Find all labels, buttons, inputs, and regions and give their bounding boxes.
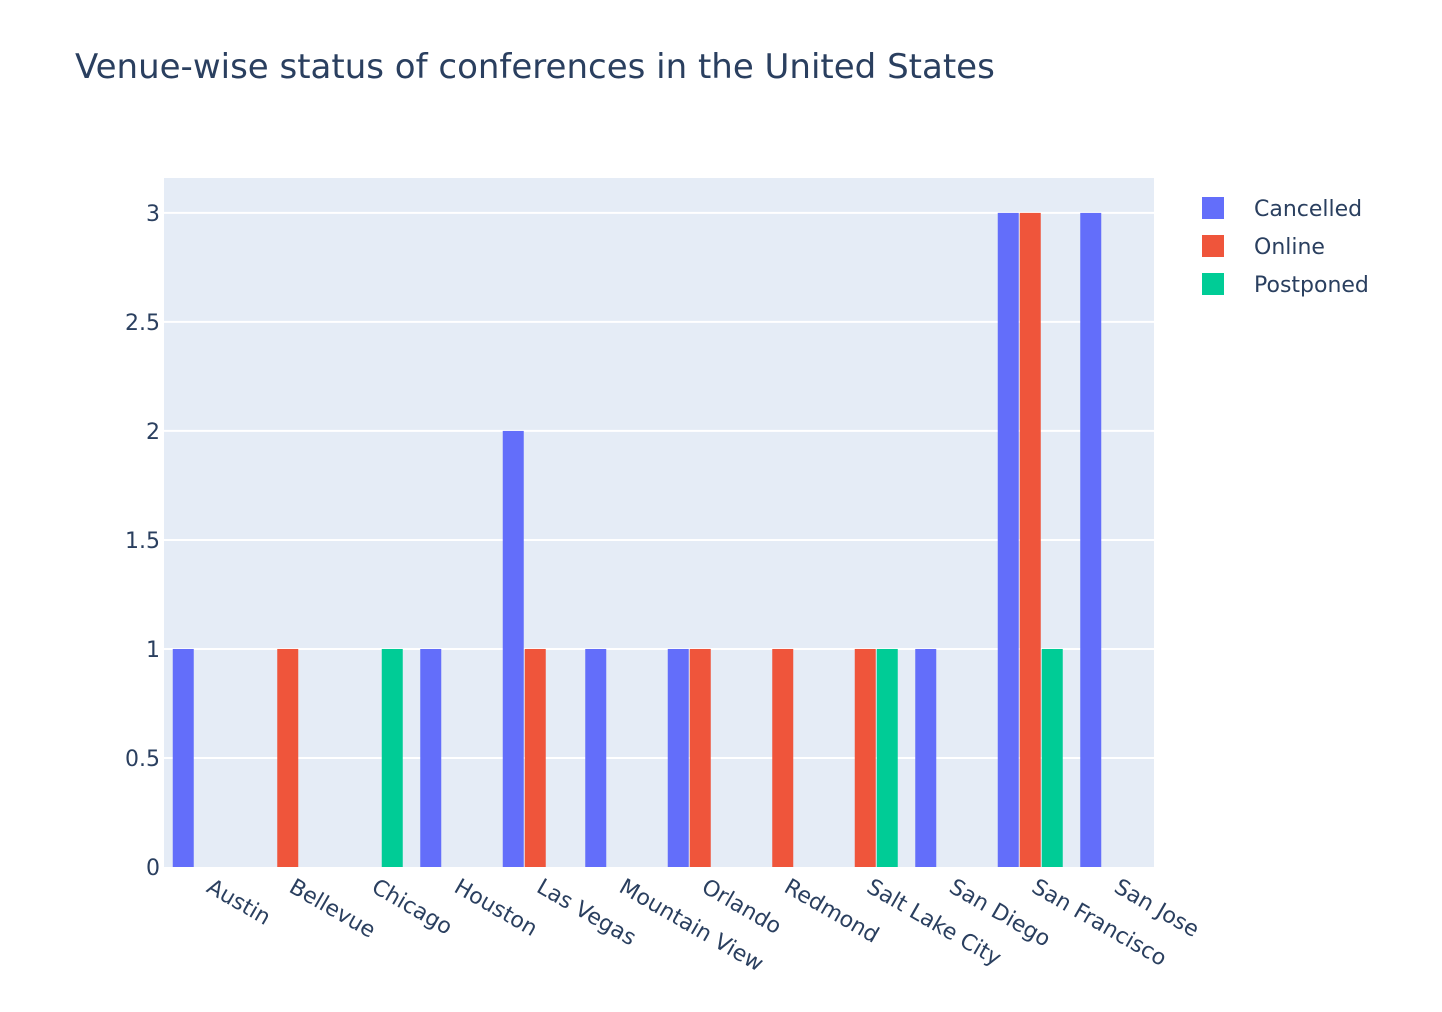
bar-online-bellevue[interactable] — [277, 648, 299, 867]
legend-swatch — [1202, 273, 1224, 295]
bar-online-las-vegas[interactable] — [524, 648, 546, 867]
legend-label: Cancelled — [1254, 197, 1362, 222]
bar-online-orlando[interactable] — [689, 648, 711, 867]
legend-item-postponed[interactable]: Postponed — [1202, 273, 1369, 298]
bar-postponed-san-francisco[interactable] — [1041, 648, 1063, 867]
legend-item-cancelled[interactable]: Cancelled — [1202, 197, 1362, 222]
bar-cancelled-san-jose[interactable] — [1080, 212, 1102, 867]
bar-cancelled-austin[interactable] — [172, 648, 194, 867]
bar-postponed-chicago[interactable] — [381, 648, 403, 867]
bar-cancelled-mountain-view[interactable] — [585, 648, 607, 867]
bar-cancelled-houston[interactable] — [420, 648, 442, 867]
y-tick-label: 0.5 — [125, 747, 160, 772]
legend-item-online[interactable]: Online — [1202, 235, 1325, 260]
y-tick-label: 2.5 — [125, 311, 160, 336]
legend[interactable]: Cancelled Online Postponed — [1202, 197, 1369, 298]
bars — [172, 212, 1102, 867]
bar-cancelled-orlando[interactable] — [667, 648, 689, 867]
y-tick-label: 1 — [146, 638, 160, 663]
bar-cancelled-san-francisco[interactable] — [997, 212, 1019, 867]
legend-swatch — [1202, 235, 1224, 257]
y-axis-ticks: 0 0.5 1 1.5 2 2.5 3 — [125, 202, 160, 881]
plot-area — [164, 178, 1154, 867]
legend-label: Postponed — [1254, 273, 1369, 298]
bar-cancelled-las-vegas[interactable] — [502, 430, 524, 867]
y-tick-label: 0 — [146, 856, 160, 881]
gridlines — [164, 211, 1154, 759]
legend-label: Online — [1254, 235, 1325, 260]
y-tick-label: 3 — [146, 202, 160, 227]
bar-cancelled-san-diego[interactable] — [915, 648, 937, 867]
bar-postponed-salt-lake-city[interactable] — [876, 648, 898, 867]
y-tick-label: 2 — [146, 420, 160, 445]
bar-online-redmond[interactable] — [772, 648, 794, 867]
legend-swatch — [1202, 197, 1224, 219]
y-tick-label: 1.5 — [125, 529, 160, 554]
bar-online-salt-lake-city[interactable] — [854, 648, 876, 867]
bar-online-san-francisco[interactable] — [1019, 212, 1041, 867]
chart-title: Venue-wise status of conferences in the … — [75, 47, 995, 87]
